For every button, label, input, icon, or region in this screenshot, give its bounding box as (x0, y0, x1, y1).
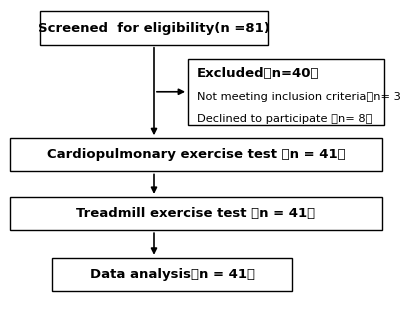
Text: Excluded（n=40）: Excluded（n=40） (197, 67, 319, 80)
Text: Treadmill exercise test （n = 41）: Treadmill exercise test （n = 41） (76, 207, 316, 220)
FancyBboxPatch shape (52, 258, 292, 291)
Text: Cardiopulmonary exercise test （n = 41）: Cardiopulmonary exercise test （n = 41） (47, 148, 345, 161)
Text: Screened  for eligibility(n =81): Screened for eligibility(n =81) (38, 22, 270, 35)
FancyBboxPatch shape (188, 59, 384, 125)
FancyBboxPatch shape (10, 197, 382, 230)
Text: Data analysis（n = 41）: Data analysis（n = 41） (90, 268, 254, 281)
FancyBboxPatch shape (40, 11, 268, 45)
Text: Declined to participate （n= 8）: Declined to participate （n= 8） (197, 113, 372, 124)
FancyBboxPatch shape (10, 138, 382, 171)
Text: Not meeting inclusion criteria（n= 32）: Not meeting inclusion criteria（n= 32） (197, 91, 400, 102)
